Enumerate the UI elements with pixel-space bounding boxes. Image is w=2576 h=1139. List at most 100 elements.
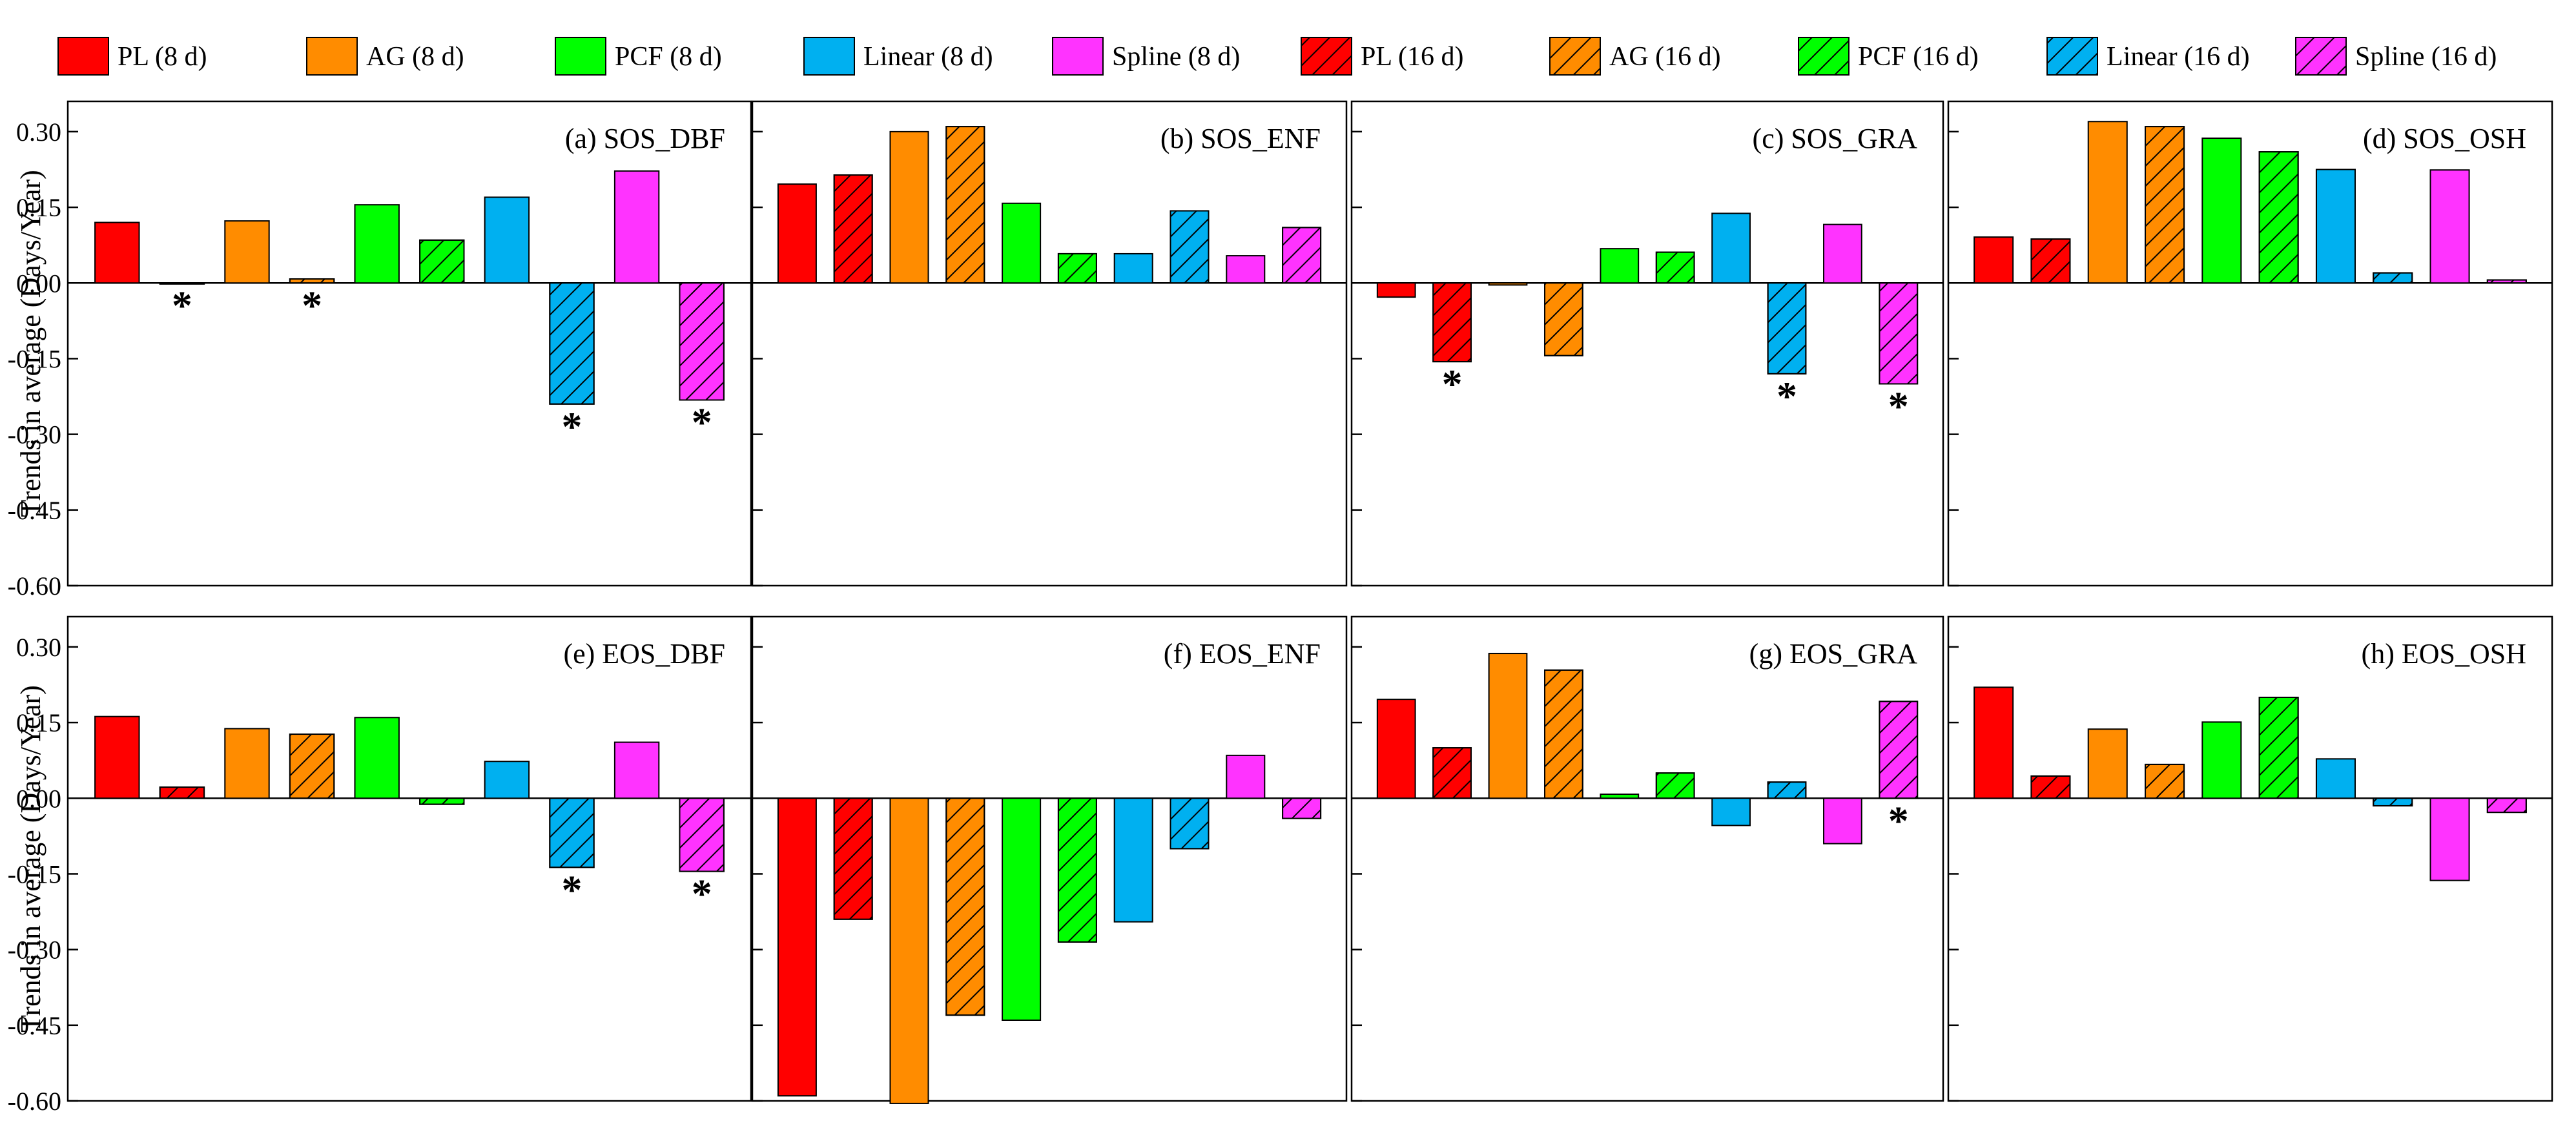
- bar: [889, 130, 929, 284]
- bar-hatch: [1655, 772, 1695, 799]
- legend-swatch-hatch: [2295, 37, 2347, 76]
- bar: [1973, 236, 2014, 284]
- significance-star: *: [172, 282, 192, 328]
- significance-star: *: [1888, 797, 1909, 843]
- legend-swatch-hatch: [2046, 37, 2098, 76]
- bar: [484, 196, 530, 284]
- bar-hatch: [289, 278, 335, 284]
- bar: [354, 204, 400, 284]
- significance-star: *: [1442, 361, 1463, 407]
- legend-item: PL (8 d): [57, 37, 207, 76]
- bar: [224, 728, 270, 799]
- panel-title: (e) EOS_DBF: [563, 638, 725, 670]
- legend-item: Linear (16 d): [2046, 37, 2250, 76]
- panel: * * * (c) SOS_GRA: [1350, 100, 1944, 587]
- bar: [1973, 686, 2014, 799]
- panel-frame: [1947, 100, 2553, 587]
- panel: (d) SOS_OSH: [1947, 100, 2553, 587]
- legend-item: PL (16 d): [1301, 37, 1463, 76]
- bar-hatch: [1544, 669, 1583, 799]
- bar-hatch: [1544, 282, 1583, 356]
- legend-item: PCF (16 d): [1798, 37, 1979, 76]
- chart-panels: 0.30 0.15 0.00 -0.15 -0.30 -0.45 -0.60 * * * * (a) …: [8, 100, 2553, 1116]
- legend-swatch-hatch: [1549, 37, 1601, 76]
- bar-hatch: [159, 786, 205, 799]
- bar-hatch: [945, 126, 985, 284]
- bar: [1600, 248, 1640, 284]
- significance-star: *: [692, 871, 712, 917]
- legend-label: Linear (16 d): [2107, 42, 2250, 72]
- legend-item: AG (16 d): [1549, 37, 1721, 76]
- bar: [613, 741, 660, 799]
- legend-label: PCF (8 d): [615, 42, 722, 72]
- bar-hatch: [549, 797, 595, 868]
- bar: [2201, 138, 2242, 284]
- legend-swatch-hatch: [1301, 37, 1352, 76]
- panel-title: (a) SOS_DBF: [565, 123, 725, 154]
- legend-swatch: [306, 37, 358, 76]
- legend-label: Linear (8 d): [863, 42, 993, 72]
- bar: [2087, 121, 2128, 284]
- y-tick-label: -0.30: [8, 936, 61, 965]
- y-tick-label: 0.00: [16, 784, 61, 813]
- panel: (h) EOS_OSH: [1947, 615, 2553, 1102]
- y-axis-label: Trends in average (Days/Year): [15, 170, 46, 517]
- panel: (f) EOS_ENF: [751, 615, 1348, 1104]
- legend-swatch: [1052, 37, 1104, 76]
- panel-title: (c) SOS_GRA: [1753, 123, 1918, 154]
- bar-hatch: [2030, 775, 2071, 799]
- significance-star: *: [562, 867, 582, 912]
- bar-hatch: [1432, 747, 1472, 799]
- bar: [2201, 721, 2242, 799]
- panel: 0.30 0.15 0.00 -0.15 -0.30 -0.45 -0.60 * * (e) EO…: [8, 615, 752, 1116]
- legend-label: AG (8 d): [366, 42, 464, 72]
- bar: [1113, 797, 1153, 923]
- significance-star: *: [302, 282, 322, 328]
- panel-title: (g) EOS_GRA: [1749, 638, 1918, 670]
- bar-hatch: [289, 734, 335, 799]
- legend-item: Spline (8 d): [1052, 37, 1240, 76]
- bar: [354, 717, 400, 799]
- bar: [94, 221, 140, 284]
- bar: [1711, 212, 1751, 284]
- bar: [1226, 754, 1266, 799]
- legend-item: PCF (8 d): [555, 37, 722, 76]
- legend-label: AG (16 d): [1609, 42, 1721, 72]
- y-tick-label: -0.60: [8, 1087, 61, 1116]
- panel-title: (d) SOS_OSH: [2363, 123, 2526, 154]
- bar-hatch: [419, 239, 465, 284]
- bar-hatch: [1767, 781, 1807, 799]
- bar: [1226, 255, 1266, 284]
- legend-label: PL (16 d): [1361, 42, 1463, 72]
- bar: [224, 220, 270, 284]
- bar-hatch: [1170, 210, 1210, 284]
- panel-frame: [67, 615, 752, 1102]
- bar-hatch: [1170, 797, 1210, 850]
- panel: (b) SOS_ENF: [751, 100, 1348, 587]
- legend-label: Spline (16 d): [2355, 42, 2497, 72]
- bar: [1823, 797, 1862, 845]
- bar-hatch: [1282, 797, 1322, 819]
- y-axis-labels: Trends in average (Days/Year) Trends in a…: [15, 170, 46, 1032]
- panel-frame: [751, 100, 1348, 587]
- legend-label: Spline (8 d): [1112, 42, 1240, 72]
- bar-hatch: [2145, 126, 2185, 284]
- bar: [1376, 699, 1416, 799]
- bar: [2087, 728, 2128, 799]
- panel-frame: [67, 100, 752, 587]
- bar-hatch: [549, 282, 595, 405]
- legend-label: PCF (16 d): [1858, 42, 1979, 72]
- bar-hatch: [1767, 282, 1807, 375]
- significance-star: *: [1777, 373, 1797, 419]
- legend-item: Linear (8 d): [803, 37, 993, 76]
- legend-swatch: [803, 37, 855, 76]
- panel-frame: [751, 615, 1348, 1102]
- y-tick-label: -0.30: [8, 420, 61, 449]
- panel: 0.30 0.15 0.00 -0.15 -0.30 -0.45 -0.60 * * * * (a) …: [8, 100, 752, 600]
- y-tick-label: -0.45: [8, 496, 61, 525]
- legend-item: Spline (16 d): [2295, 37, 2497, 76]
- bar: [1376, 282, 1416, 298]
- bar-hatch: [1282, 227, 1322, 284]
- bar: [484, 761, 530, 799]
- bar: [889, 797, 929, 1104]
